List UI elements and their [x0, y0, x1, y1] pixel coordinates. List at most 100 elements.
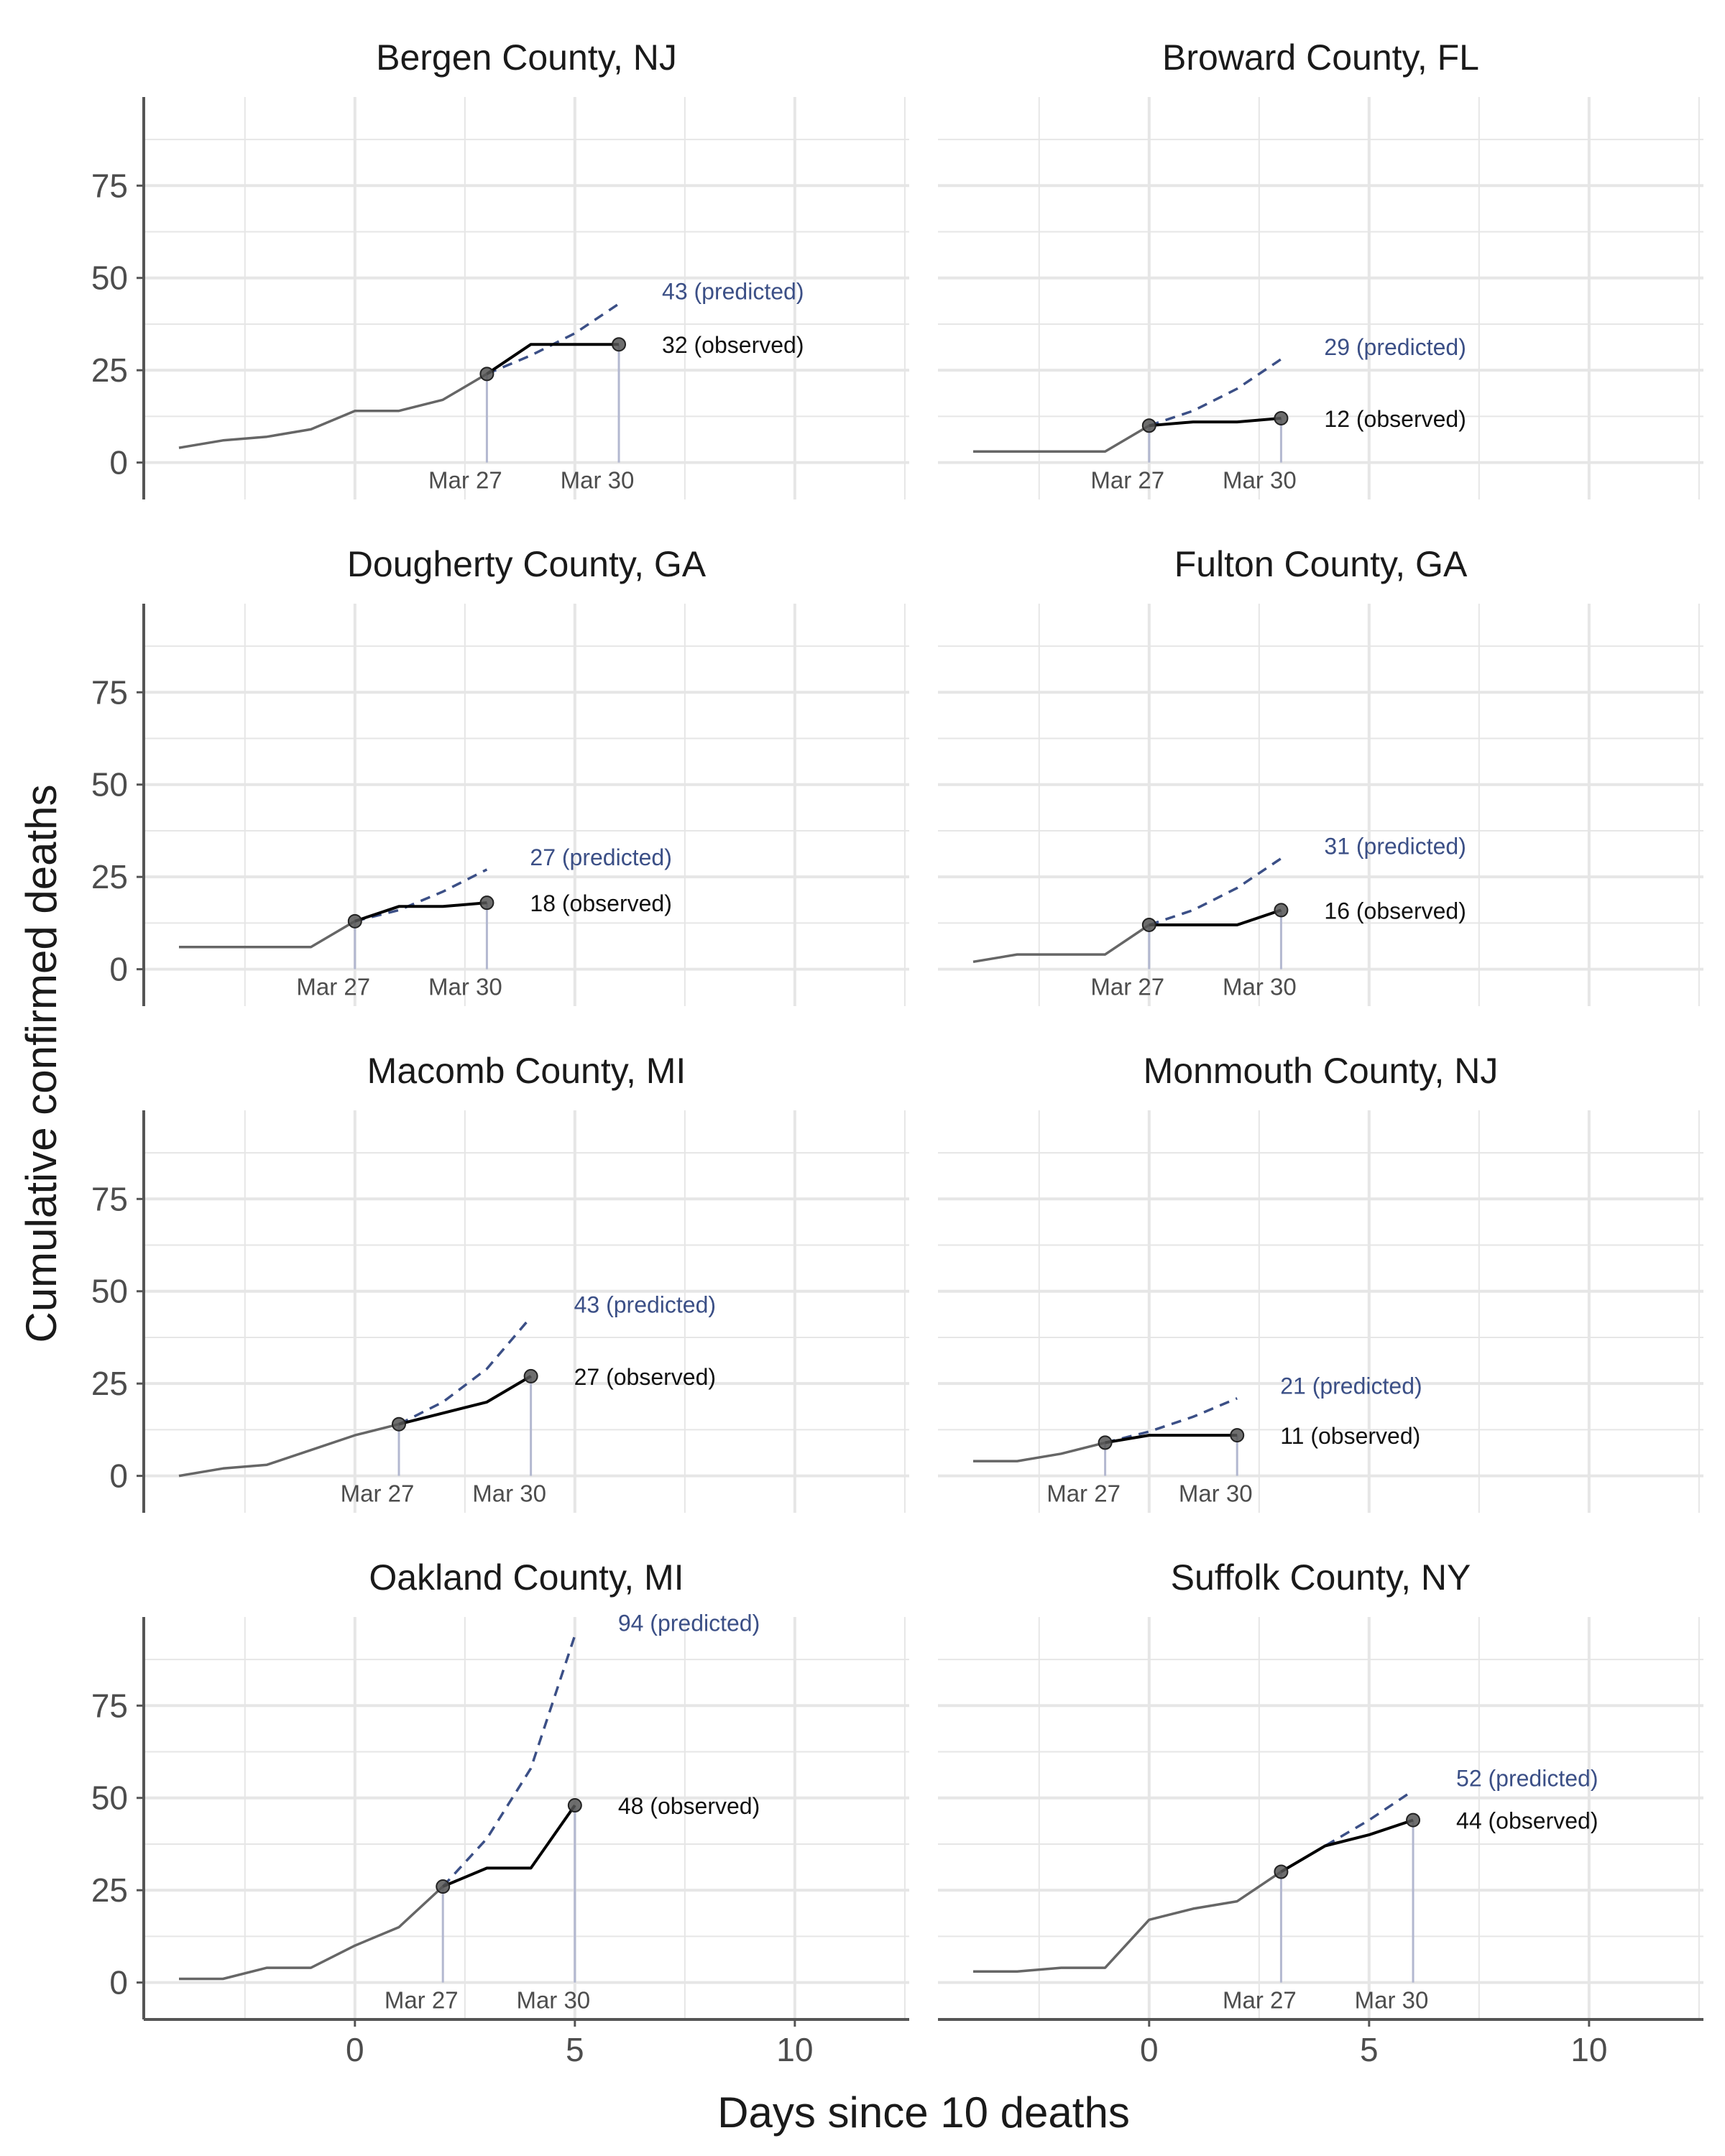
y-tick-label: 50 [91, 1779, 128, 1817]
date-label: Mar 27 [1090, 467, 1164, 494]
date-label: Mar 30 [1355, 1987, 1429, 2014]
history-line [973, 1441, 1106, 1462]
date-label: Mar 27 [1090, 974, 1164, 1000]
x-tick-label: 0 [346, 2031, 364, 2068]
observed-label: 27 (observed) [574, 1364, 716, 1390]
marker-point [567, 1798, 582, 1813]
observed-label: 32 (observed) [662, 332, 804, 358]
facet-title: Broward County, FL [1162, 37, 1479, 78]
marker-point [1141, 917, 1156, 932]
y-tick-label: 25 [91, 1871, 128, 1909]
y-tick-label: 50 [91, 766, 128, 803]
y-tick-label: 50 [91, 259, 128, 297]
predicted-label: 31 (predicted) [1324, 833, 1466, 859]
observed-label: 44 (observed) [1456, 1808, 1598, 1834]
facet-title: Macomb County, MI [367, 1051, 686, 1091]
observed-line [1280, 1818, 1414, 1874]
date-label: Mar 30 [1179, 1480, 1253, 1507]
observed-line [1149, 908, 1282, 926]
x-tick-label: 0 [1140, 2031, 1159, 2068]
y-tick-label: 0 [109, 951, 128, 988]
observed-line [1105, 1434, 1238, 1445]
marker-point [523, 1368, 538, 1383]
marker-point [1274, 410, 1289, 425]
facet-title: Dougherty County, GA [347, 544, 707, 584]
observed-label: 18 (observed) [530, 890, 671, 916]
predicted-label: 94 (predicted) [618, 1611, 760, 1636]
date-label: Mar 30 [516, 1987, 590, 2014]
history-line [179, 920, 356, 949]
panel-3: Dougherty County, GA 0 25 50 75 Mar 27 Mar 30 2… [91, 544, 909, 1006]
y-axis-title: Cumulative confirmed deaths [17, 784, 65, 1342]
marker-point [1274, 1864, 1289, 1879]
panel-7: Oakland County, MI 0 25 50 75 0 5 10 Mar 27 Mar 3… [91, 1557, 909, 2068]
y-tick-label: 0 [109, 444, 128, 482]
facet-title: Monmouth County, NJ [1144, 1051, 1499, 1091]
history-line [973, 1871, 1282, 1973]
history-line [178, 372, 488, 449]
observed-label: 12 (observed) [1324, 406, 1466, 432]
marker-point [1141, 418, 1156, 433]
marker-point [1098, 1435, 1113, 1450]
y-tick-label: 75 [91, 673, 128, 711]
observed-label: 11 (observed) [1280, 1423, 1420, 1449]
marker-point [612, 337, 627, 352]
marker-point [1274, 903, 1289, 918]
facet-title: Fulton County, GA [1174, 544, 1468, 584]
predicted-label: 29 (predicted) [1324, 334, 1466, 360]
y-tick-label: 50 [91, 1273, 128, 1310]
date-label: Mar 30 [472, 1480, 546, 1507]
y-tick-label: 0 [109, 1964, 128, 2001]
date-label: Mar 30 [428, 974, 502, 1000]
date-label: Mar 27 [1223, 1987, 1297, 2014]
date-label: Mar 27 [1046, 1480, 1121, 1507]
y-tick-label: 25 [91, 351, 128, 389]
date-label: Mar 30 [561, 467, 635, 494]
history-line [179, 1885, 444, 1981]
predicted-line [1105, 1397, 1238, 1445]
facet-title: Oakland County, MI [369, 1557, 684, 1598]
history-line [972, 923, 1150, 964]
observed-label: 48 (observed) [618, 1793, 760, 1819]
y-tick-label: 25 [91, 858, 128, 895]
predicted-label: 43 (predicted) [574, 1292, 716, 1318]
predicted-line [1149, 857, 1282, 926]
date-label: Mar 30 [1223, 974, 1297, 1000]
x-tick-label: 5 [1360, 2031, 1379, 2068]
marker-point [436, 1879, 451, 1894]
predicted-line [441, 1635, 576, 1888]
panel-2: Broward County, FL Mar 27 Mar 30 29 (predic… [938, 37, 1703, 499]
observed-line [486, 343, 619, 375]
history-line [178, 1423, 400, 1478]
predicted-line [354, 868, 488, 923]
observed-label: 16 (observed) [1324, 898, 1466, 923]
panel-4: Fulton County, GA Mar 27 Mar 30 31 (predict… [938, 544, 1703, 1006]
panel-5: Macomb County, MI 0 25 50 75 Mar 27 Mar 30 43 (… [91, 1051, 909, 1513]
predicted-label: 43 (predicted) [662, 279, 804, 305]
predicted-line [486, 303, 620, 375]
predicted-label: 27 (predicted) [530, 844, 671, 870]
history-line [973, 424, 1150, 453]
predicted-line [1149, 358, 1282, 427]
panel-6: Monmouth County, NJ Mar 27 Mar 30 21 (predi… [938, 1051, 1703, 1513]
panel-8: Suffolk County, NY 0 5 10 Mar 27 Mar 30 52 (pr… [938, 1557, 1703, 2068]
date-label: Mar 27 [428, 467, 502, 494]
observed-line [354, 901, 487, 923]
y-tick-label: 75 [91, 1180, 128, 1217]
panel-1: Bergen County, NJ 0 25 50 75 Mar 27 Mar 30 43 (… [91, 37, 909, 499]
observed-line [398, 1375, 532, 1426]
x-tick-label: 10 [776, 2031, 813, 2068]
marker-point [1230, 1428, 1245, 1443]
y-tick-label: 0 [109, 1457, 128, 1495]
marker-point [479, 367, 494, 382]
y-tick-label: 25 [91, 1365, 128, 1402]
x-tick-label: 10 [1570, 2031, 1607, 2068]
date-label: Mar 27 [385, 1987, 459, 2014]
predicted-line [398, 1316, 532, 1426]
y-tick-label: 75 [91, 1687, 128, 1724]
predicted-label: 21 (predicted) [1280, 1373, 1422, 1399]
marker-point [1406, 1812, 1421, 1828]
date-label: Mar 30 [1223, 467, 1297, 494]
facet-title: Suffolk County, NY [1171, 1557, 1471, 1598]
